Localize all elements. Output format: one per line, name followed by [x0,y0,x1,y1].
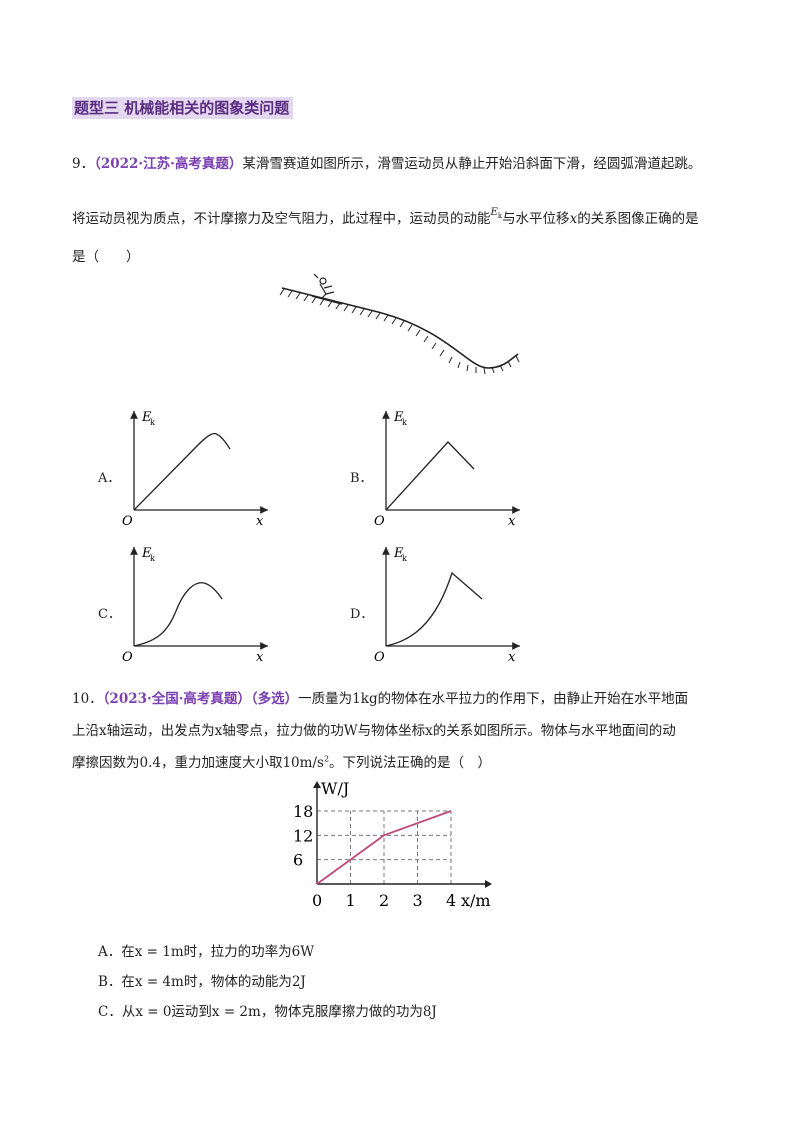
svg-text:E: E [141,546,152,561]
option-b-label: B． [350,471,373,486]
q10-line1: 10．（2023·全国·高考真题）（多选）一质量为1kg的物体在水平拉力的作用下… [72,687,688,707]
x-tick-label: 2 [379,891,389,910]
section-title: 题型三 机械能相关的图象类问题 [72,97,294,119]
option-a-label: A． [98,471,121,486]
option-c-label: C． [98,607,121,622]
x-tick-label: 4 [446,891,456,910]
ski-slope-figure [279,273,520,375]
q10-text1: 一质量为1kg的物体在水平拉力的作用下，由静止开始在水平地面 [298,691,689,707]
q10-number: 10． [72,691,103,707]
axis-y-label: E [141,410,152,425]
option-b-graph: E k x O [374,410,520,529]
q10-text3a: 摩擦因数为0.4，重力加速度大小取10m/s [72,755,324,771]
choice-c: C．从x = 0运动到x = 2m，物体克服摩擦力做的功为8J [98,1004,437,1020]
svg-text:O: O [374,650,385,665]
svg-text:k: k [402,418,407,427]
svg-text:O: O [374,514,385,529]
series-line [316,810,452,885]
x-axis-arrow [485,880,492,888]
svg-text:k: k [150,418,155,427]
y-tick-label: 6 [293,851,303,870]
svg-text:E: E [393,410,404,425]
skier-icon [311,273,343,305]
q10-source: （2023·全国·高考真题） [102,691,251,707]
y-tick-label: 18 [293,802,313,821]
x-axis-label: x/m [461,891,491,910]
q9-text2b: 与水平位移 [502,211,570,227]
q9-text2a: 将运动员视为质点，不计摩擦力及空气阻力，此过程中，运动员的动能 [72,211,491,227]
q10-tag: （多选） [250,691,299,707]
axis-origin: O [122,514,133,529]
svg-text:x: x [508,650,516,665]
option-d-graph: E k x O [374,546,520,665]
q9-line3: 是（ ） [72,249,140,265]
q9-text1: 某滑雪赛道如图所示，滑雪运动员从静止开始沿斜面下滑，经圆弧滑道起跳。 [242,156,702,172]
q10-line3: 摩擦因数为0.4，重力加速度大小取10m/s2。下列说法正确的是（ ） [72,751,492,772]
axis-x-label: x [256,514,264,529]
svg-text:E: E [393,546,404,561]
svg-text:O: O [122,650,133,665]
q9-number: 9． [72,156,95,172]
q9-var-x: x [569,211,578,227]
y-axis-label: W/J [321,779,349,798]
q10-line2: 上沿x轴运动，出发点为x轴零点，拉力做的功W与物体坐标x的关系如图所示。物体与水… [72,723,676,739]
q9-ek-symbol: Ek [490,207,503,220]
x-tick-label: 0 [312,891,322,910]
q9-source: （2022·江苏·高考真题） [94,156,243,172]
x-tick-label: 1 [346,891,356,910]
option-d-label: D． [350,607,374,622]
svg-text:x: x [256,650,264,665]
q9-line1: 9．（2022·江苏·高考真题）某滑雪赛道如图所示，滑雪运动员从静止开始沿斜面下… [72,152,701,172]
q10-sup: 2 [323,754,330,764]
q10-text3b: 。下列说法正确的是（ ） [329,755,492,771]
choice-b: B．在x = 4m时，物体的动能为2J [98,974,306,990]
q9-text2c: 的关系图像正确的是 [577,211,699,227]
svg-text:k: k [402,554,407,563]
svg-text:x: x [508,514,516,529]
x-tick-label: 3 [413,891,423,910]
choice-a: A．在x = 1m时，拉力的功率为6W [98,944,315,960]
option-a-graph: E k x O [122,410,268,529]
q9-line2: 将运动员视为质点，不计摩擦力及空气阻力，此过程中，运动员的动能Ek与水平位移x的… [72,207,699,228]
y-tick-label: 12 [293,826,313,845]
y-axis-arrow [313,781,321,788]
option-c-graph: E k x O [122,546,268,665]
svg-text:k: k [150,554,155,563]
